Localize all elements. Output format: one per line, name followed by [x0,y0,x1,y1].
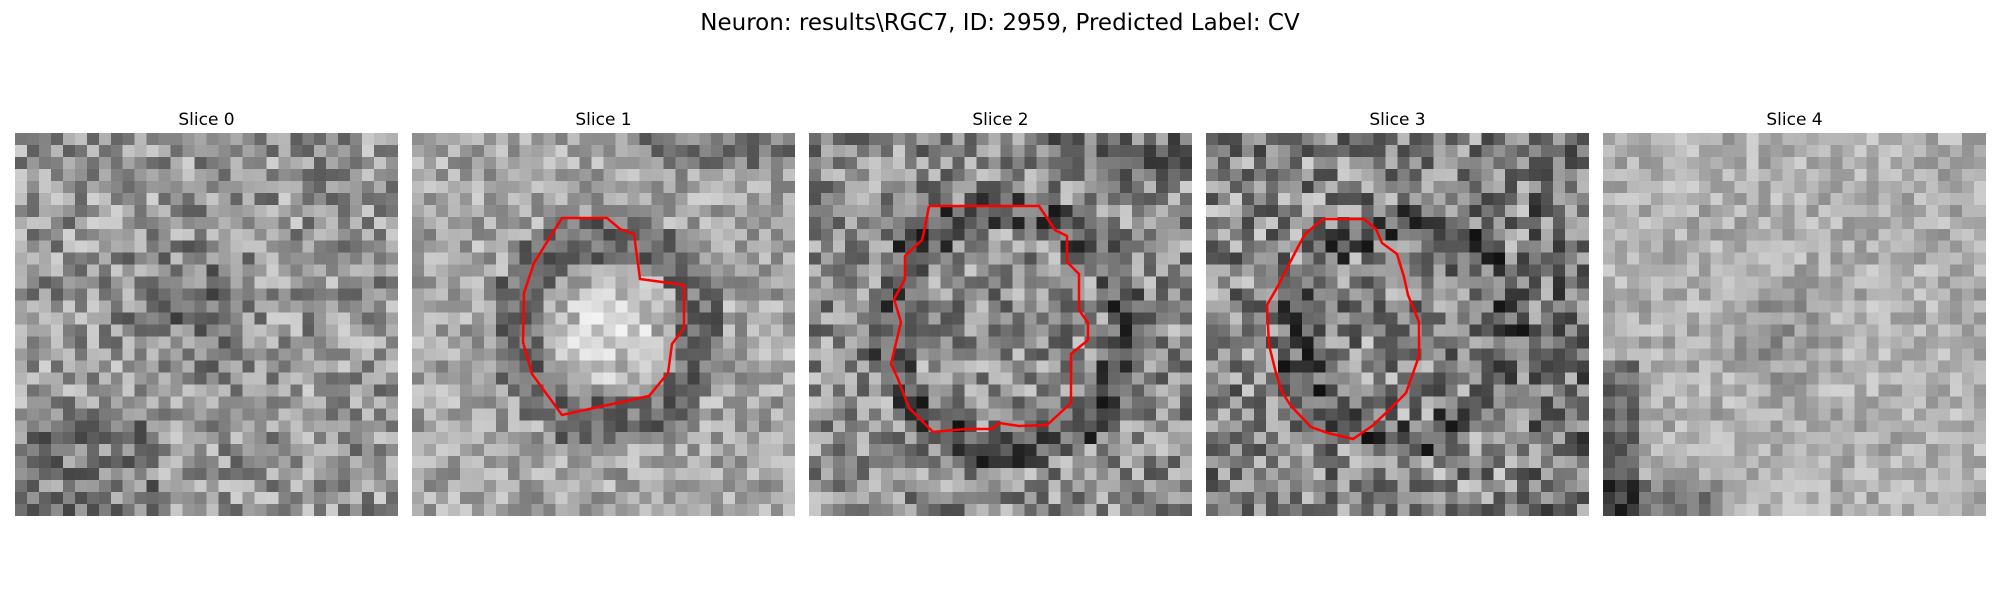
slice-panel-0: Slice 0 [15,107,398,516]
contour-overlay [889,204,1090,434]
contour-overlay [521,216,686,417]
contour-outline [889,204,1090,434]
slice-image [412,133,795,516]
slice-title: Slice 2 [972,110,1029,130]
slice-image [1206,133,1589,516]
slice-title: Slice 1 [575,110,632,130]
slice-title: Slice 4 [1766,110,1823,130]
slice-image [1603,133,1986,516]
slice-image [809,133,1192,516]
slice-panel-4: Slice 4 [1603,107,1986,516]
slice-panel-3: Slice 3 [1206,107,1589,516]
figure-title: Neuron: results\RGC7, ID: 2959, Predicte… [700,10,1300,36]
slice-panel-2: Slice 2 [809,107,1192,516]
contour-outline [521,216,686,417]
slice-image [15,133,398,516]
slice-panel-1: Slice 1 [412,107,795,516]
contour-outline [1265,217,1421,441]
contour-overlay [1265,217,1421,441]
slice-title: Slice 3 [1369,110,1426,130]
slice-title: Slice 0 [178,110,235,130]
